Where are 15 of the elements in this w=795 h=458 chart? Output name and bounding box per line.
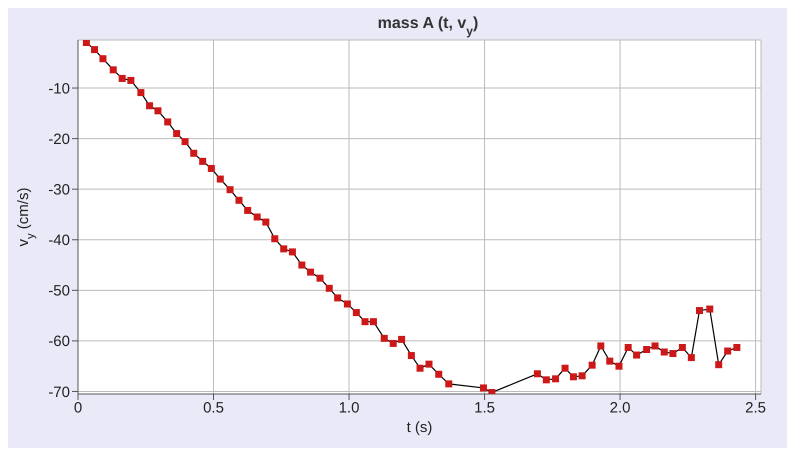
y-tick-label: -50: [48, 282, 70, 300]
x-tick-label: 0.5: [203, 400, 224, 417]
y-tick-label: -60: [48, 333, 70, 350]
y-tick-label: -30: [48, 182, 70, 199]
y-tick-label: -40: [48, 232, 70, 250]
x-axis-title: t (s): [406, 419, 432, 436]
x-tick-label: 1.5: [474, 400, 495, 417]
x-tick-label: 2.5: [745, 400, 766, 417]
y-tick-label: -70: [48, 384, 70, 401]
y-tick-label: -10: [48, 80, 70, 98]
x-tick-label: 0: [74, 400, 82, 417]
chart-title: mass A (t, v$_{y}$): [378, 15, 478, 38]
x-tick-label: 1.0: [338, 400, 360, 417]
y-tick-label: -20: [48, 130, 70, 148]
x-tick-label: 2.0: [610, 400, 630, 417]
